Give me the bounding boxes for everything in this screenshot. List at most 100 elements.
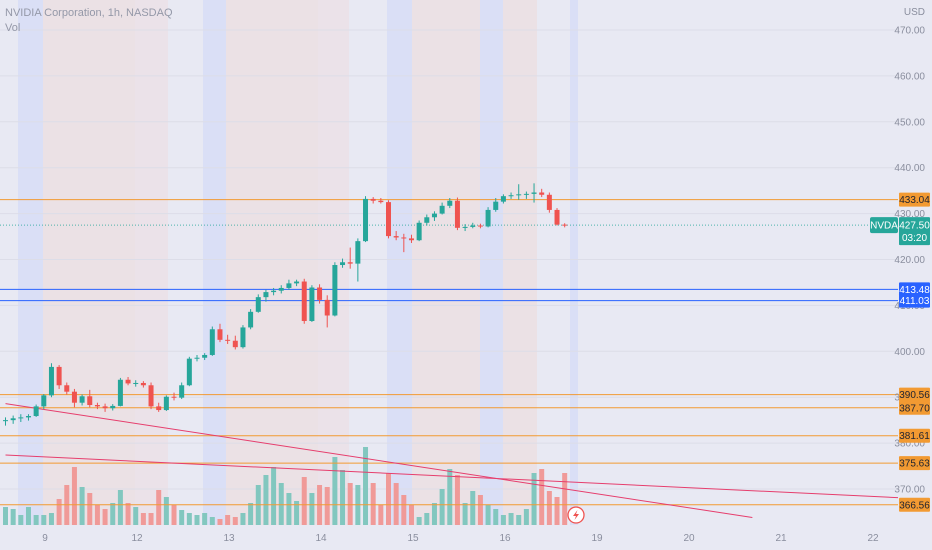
candles[interactable] (3, 183, 568, 426)
candle[interactable] (232, 335, 238, 350)
candle[interactable] (117, 377, 123, 407)
volume-bar (439, 489, 445, 525)
candle[interactable] (309, 285, 315, 322)
session-bands (18, 0, 578, 525)
candle[interactable] (163, 395, 169, 411)
candle[interactable] (454, 197, 460, 231)
candle[interactable] (286, 279, 292, 290)
candle[interactable] (255, 294, 261, 313)
candle[interactable] (10, 415, 16, 424)
candle[interactable] (225, 334, 231, 344)
trend-line[interactable] (5, 403, 753, 518)
price-tag-bg (899, 293, 930, 308)
candle[interactable] (393, 231, 399, 241)
candle[interactable] (386, 200, 391, 239)
candle[interactable] (209, 326, 215, 356)
candle[interactable] (271, 287, 277, 296)
candle[interactable] (48, 363, 54, 398)
candle[interactable] (248, 309, 254, 330)
candle[interactable] (87, 389, 93, 408)
price-tag-387.70: 387.70 (899, 400, 930, 415)
candle[interactable] (71, 388, 77, 408)
candle[interactable] (56, 365, 62, 389)
volume-bar (386, 473, 391, 525)
candle[interactable] (562, 223, 568, 228)
candle[interactable] (431, 211, 437, 221)
candle[interactable] (539, 188, 545, 198)
time-axis[interactable]: 9 12 13 14 15 16 19 20 21 22 (0, 525, 932, 550)
candle[interactable] (462, 224, 468, 232)
candle[interactable] (194, 354, 200, 362)
candle-body (263, 292, 269, 298)
candle[interactable] (531, 183, 537, 203)
candle[interactable] (156, 402, 162, 412)
candle[interactable] (332, 262, 338, 317)
candle[interactable] (355, 238, 361, 282)
candle[interactable] (240, 325, 246, 349)
candle[interactable] (439, 202, 445, 215)
candle[interactable] (447, 197, 453, 209)
candle[interactable] (94, 402, 100, 410)
candle[interactable] (500, 194, 506, 204)
candle[interactable] (125, 377, 131, 386)
candle-body (439, 205, 445, 214)
candle[interactable] (140, 381, 146, 388)
price-tag-366.56: 366.56 (899, 497, 930, 512)
candle[interactable] (477, 223, 483, 229)
candle[interactable] (363, 196, 369, 243)
candle[interactable] (301, 278, 307, 324)
candle[interactable] (148, 382, 154, 410)
candle[interactable] (263, 289, 269, 302)
candle[interactable] (3, 417, 8, 426)
volume-bar (324, 487, 330, 525)
volume-bar (202, 513, 208, 525)
volume-bar (186, 513, 192, 525)
candle[interactable] (202, 353, 208, 361)
candle[interactable] (416, 220, 422, 242)
candle[interactable] (516, 184, 522, 200)
candle[interactable] (217, 323, 223, 343)
candle[interactable] (401, 233, 407, 253)
candle[interactable] (340, 258, 346, 268)
candle[interactable] (370, 197, 376, 204)
candle[interactable] (408, 234, 414, 243)
candle[interactable] (171, 392, 177, 401)
price-tag-411.03: 411.03 (899, 293, 930, 308)
candle[interactable] (546, 192, 552, 213)
candle[interactable] (278, 285, 284, 294)
candle[interactable] (424, 214, 430, 226)
horizontal-levels[interactable] (0, 199, 898, 506)
volume-bar (477, 495, 483, 525)
candle[interactable] (179, 382, 185, 400)
symbol-title[interactable]: NVIDIA Corporation, 1h, NASDAQ (5, 7, 173, 19)
candle[interactable] (25, 414, 31, 421)
candle[interactable] (485, 207, 491, 228)
candle[interactable] (133, 380, 139, 387)
candle[interactable] (79, 394, 85, 406)
candle[interactable] (508, 192, 514, 199)
candle[interactable] (33, 404, 39, 417)
lightning-icon[interactable] (567, 506, 585, 524)
candle[interactable] (347, 247, 353, 269)
candle[interactable] (18, 414, 24, 422)
candle[interactable] (110, 404, 116, 411)
candle[interactable] (294, 279, 300, 287)
candle[interactable] (470, 222, 476, 229)
candle[interactable] (493, 197, 499, 212)
candle[interactable] (523, 191, 529, 199)
candle[interactable] (554, 208, 560, 226)
candle[interactable] (41, 393, 47, 410)
candle[interactable] (317, 284, 323, 304)
volume-label[interactable]: Vol (5, 22, 21, 34)
volume-bar (209, 517, 215, 525)
candle[interactable] (64, 382, 70, 395)
candle[interactable] (378, 197, 384, 204)
candle[interactable] (102, 403, 108, 412)
trend-line[interactable] (5, 454, 932, 503)
trend-lines[interactable] (5, 403, 932, 518)
volume-bar (309, 493, 315, 525)
candle[interactable] (186, 356, 192, 387)
candle[interactable] (324, 295, 330, 328)
price-tag-text: 381.61 (899, 431, 930, 442)
